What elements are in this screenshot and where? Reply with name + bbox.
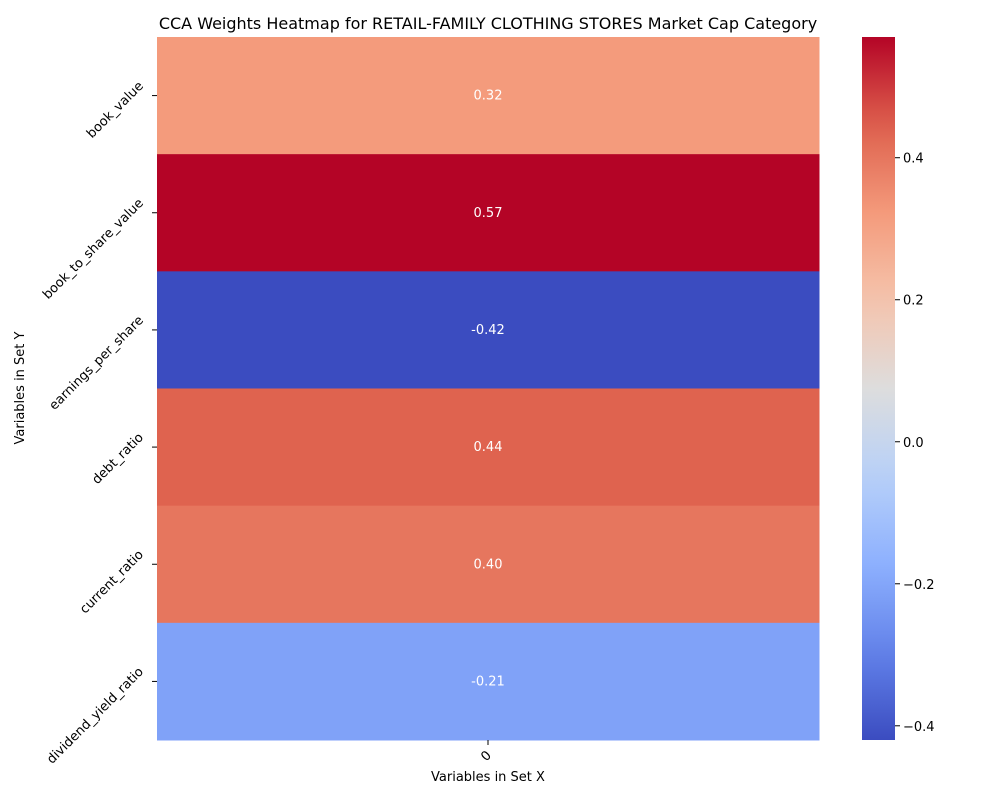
cell-value-label: 0.32 bbox=[474, 89, 503, 104]
cell-value-label: 0.57 bbox=[474, 206, 503, 221]
x-axis: 0 bbox=[478, 740, 495, 765]
heatmap-cell bbox=[157, 154, 820, 272]
y-axis: book_value book_to_share_valueearnings_pe… bbox=[40, 79, 157, 767]
y-tick-label: dividend_yield_ratio bbox=[44, 665, 147, 768]
colorbar-ticks: −0.4 −0.2 0.0 0.2 0.4 bbox=[895, 152, 935, 735]
colorbar-tick-label: −0.4 bbox=[903, 720, 935, 735]
x-tick-label: 0 bbox=[478, 748, 494, 764]
heatmap-cell bbox=[157, 622, 820, 741]
heatmap-cell bbox=[157, 271, 820, 389]
x-axis-label: Variables in Set X bbox=[431, 770, 545, 785]
colorbar: −0.4 −0.2 0.0 0.2 0.4 bbox=[862, 37, 935, 740]
colorbar-tick-label: 0.0 bbox=[903, 436, 924, 451]
heatmap-cell bbox=[157, 388, 820, 507]
y-tick-label: current_ratio bbox=[77, 547, 147, 617]
y-tick-label: book_value bbox=[84, 79, 147, 142]
heatmap-cell bbox=[157, 37, 820, 155]
colorbar-tick-label: −0.2 bbox=[903, 578, 935, 593]
colorbar-tick-label: 0.4 bbox=[903, 152, 924, 167]
cell-value-label: -0.21 bbox=[471, 674, 505, 689]
cell-value-label: -0.42 bbox=[471, 323, 505, 338]
cell-value-label: 0.44 bbox=[474, 440, 503, 455]
colorbar-tick-label: 0.2 bbox=[903, 294, 924, 309]
y-tick-label: debt_ratio bbox=[89, 430, 146, 487]
heatmap-cells: 0.32 0.57 -0.42 0.44 0.40 -0.21 bbox=[157, 37, 820, 741]
y-tick-label: book_to_share_value bbox=[40, 196, 147, 303]
y-axis-label: Variables in Set Y bbox=[13, 331, 28, 444]
colorbar-gradient bbox=[862, 37, 895, 740]
chart-title: CCA Weights Heatmap for RETAIL-FAMILY CL… bbox=[159, 14, 817, 33]
cell-value-label: 0.40 bbox=[474, 557, 503, 572]
heatmap-cell bbox=[157, 505, 820, 624]
y-tick-label: earnings_per_share bbox=[47, 313, 147, 413]
